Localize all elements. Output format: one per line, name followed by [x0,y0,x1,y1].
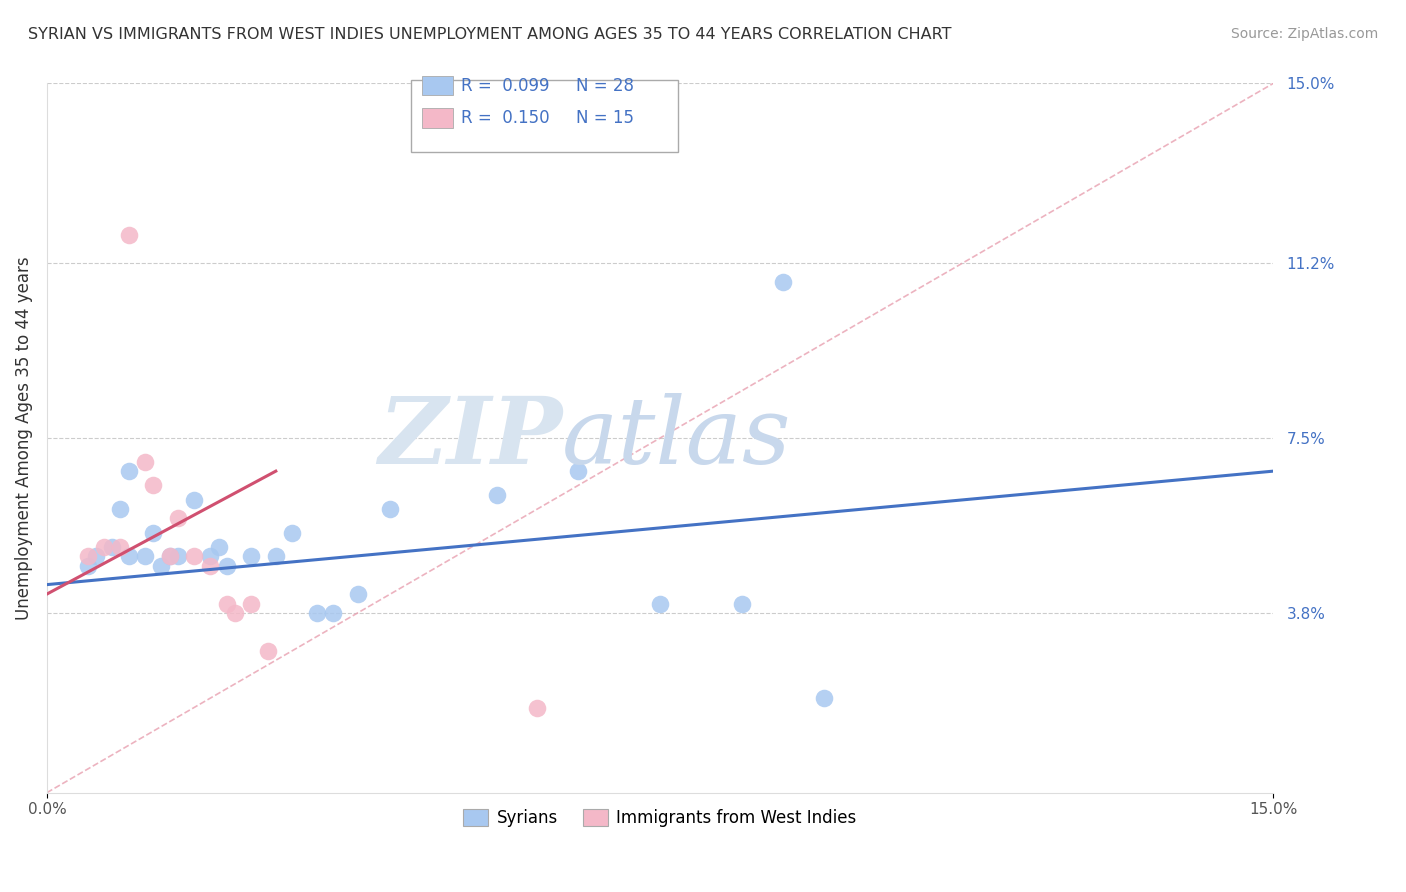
Point [305,606,328,620]
Point [134,455,156,469]
Point [215,558,238,573]
Point [110,502,132,516]
Point [200,549,222,564]
Point [84,549,107,564]
Point [166,511,188,525]
Point [772,275,794,289]
Point [117,549,139,564]
Point [567,464,589,478]
Point [485,488,508,502]
Point [281,525,304,540]
Point [256,644,278,658]
Point [166,549,188,564]
Point [526,700,548,714]
Point [322,606,344,620]
Text: N = 15: N = 15 [576,109,634,127]
Point [240,597,263,611]
Point [183,492,205,507]
Text: ZIP: ZIP [378,393,562,483]
Point [200,558,222,573]
Point [76,558,98,573]
Text: R =  0.150: R = 0.150 [461,109,550,127]
Point [183,549,205,564]
Text: atlas: atlas [562,393,792,483]
Point [117,227,139,242]
Point [117,464,139,478]
Point [240,549,263,564]
Point [813,691,835,706]
Point [93,540,115,554]
Point [150,558,173,573]
Legend: Syrians, Immigrants from West Indies: Syrians, Immigrants from West Indies [457,803,863,834]
Point [159,549,181,564]
Point [76,549,98,564]
Text: N = 28: N = 28 [576,77,634,95]
Point [142,525,165,540]
Point [224,606,246,620]
Y-axis label: Unemployment Among Ages 35 to 44 years: Unemployment Among Ages 35 to 44 years [15,256,32,620]
Point [101,540,124,554]
Point [380,502,402,516]
Text: Source: ZipAtlas.com: Source: ZipAtlas.com [1230,27,1378,41]
Point [264,549,287,564]
Point [207,540,229,554]
Point [159,549,181,564]
Point [215,597,238,611]
Point [134,549,156,564]
Text: SYRIAN VS IMMIGRANTS FROM WEST INDIES UNEMPLOYMENT AMONG AGES 35 TO 44 YEARS COR: SYRIAN VS IMMIGRANTS FROM WEST INDIES UN… [28,27,952,42]
Point [648,597,671,611]
Point [142,478,165,492]
Point [110,540,132,554]
Text: R =  0.099: R = 0.099 [461,77,550,95]
Point [346,587,368,601]
Point [731,597,754,611]
